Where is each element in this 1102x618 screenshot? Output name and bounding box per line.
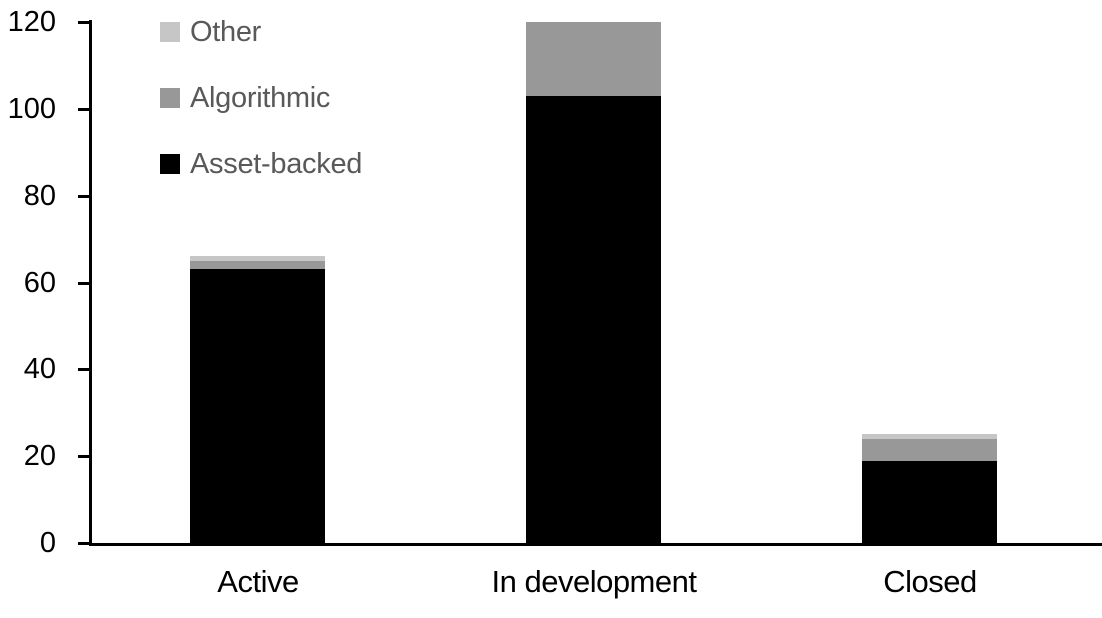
legend-swatch-algorithmic	[160, 88, 180, 108]
x-axis-line	[89, 543, 1102, 546]
y-tick-label: 100	[7, 93, 56, 125]
y-tick	[78, 21, 89, 24]
bar-in-development-segment-asset-backed	[526, 96, 661, 543]
y-tick-label: 40	[23, 353, 56, 385]
y-tick	[78, 195, 89, 198]
y-axis-line	[89, 20, 92, 546]
legend-label-other: Other	[190, 16, 262, 48]
y-tick-label: 120	[7, 6, 56, 38]
x-category-label-active: Active	[217, 564, 299, 599]
y-tick	[78, 455, 89, 458]
bar-in-development-segment-algorithmic	[526, 22, 661, 96]
bar-active-segment-asset-backed	[190, 269, 325, 543]
bar-active-segment-algorithmic	[190, 261, 325, 269]
y-tick	[78, 542, 89, 545]
bar-closed-segment-asset-backed	[862, 461, 997, 543]
y-tick	[78, 282, 89, 285]
x-category-label-closed: Closed	[883, 564, 977, 599]
bar-active-segment-other	[190, 256, 325, 261]
legend-swatch-other	[160, 22, 180, 42]
legend-swatch-asset-backed	[160, 154, 180, 174]
legend-label-asset-backed: Asset-backed	[190, 148, 363, 180]
y-tick-label: 0	[39, 527, 56, 559]
y-tick-label: 20	[23, 440, 56, 472]
bar-closed-segment-other	[862, 434, 997, 439]
y-tick-label: 80	[23, 180, 56, 212]
y-tick	[78, 368, 89, 371]
y-tick	[78, 108, 89, 111]
y-tick-label: 60	[23, 267, 56, 299]
bar-closed-segment-algorithmic	[862, 439, 997, 461]
x-category-label-in-development: In development	[491, 564, 697, 599]
legend-label-algorithmic: Algorithmic	[190, 82, 331, 114]
